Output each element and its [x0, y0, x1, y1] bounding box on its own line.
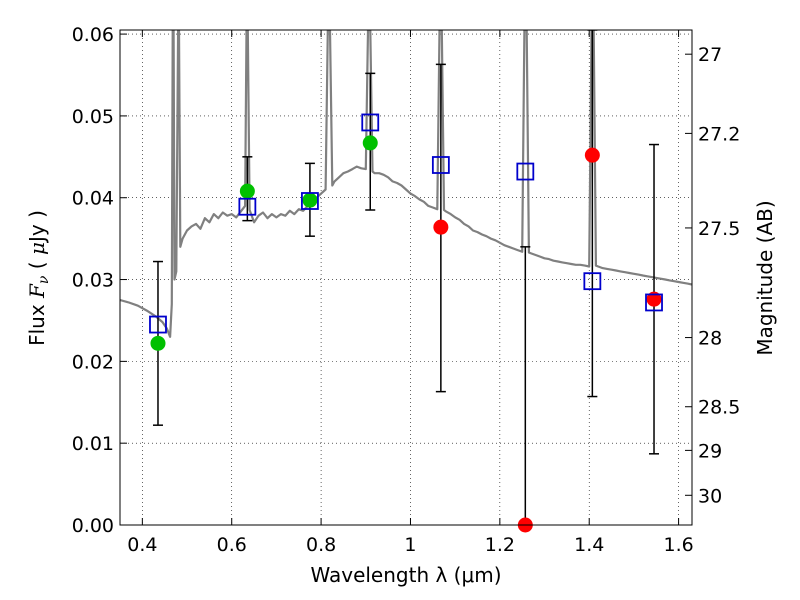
model-spectrum-line [120, 30, 692, 338]
x-tick-label: 1.4 [574, 534, 604, 556]
y-tick-label: 0.03 [72, 270, 114, 292]
y-axis-label-symbol: F [25, 283, 49, 299]
x-tick-label: 0.4 [127, 534, 157, 556]
y-tick-label: 0.02 [72, 351, 114, 373]
y-tick-label: 0.06 [72, 24, 114, 46]
blue-square-point [431, 156, 450, 174]
red-point [646, 291, 662, 307]
x-tick-label: 1 [404, 534, 416, 556]
y-tick-label: 0.01 [72, 433, 114, 455]
y-axis-label-subscript: ν [36, 275, 52, 284]
x-tick-label: 1.6 [663, 534, 693, 556]
blue-square-point [361, 113, 380, 132]
green-point [302, 192, 318, 208]
green-points-layer [150, 135, 378, 351]
red-points-layer [433, 147, 662, 533]
red-point [584, 147, 600, 163]
y-axis-label-mu: μ [25, 242, 49, 255]
x-tick-label: 0.8 [306, 534, 336, 556]
blue-square-point [583, 272, 602, 291]
y-tick-label: 0.04 [72, 188, 114, 210]
y-tick-label: 0.05 [72, 106, 114, 128]
blue-square-point [645, 293, 663, 312]
y-axis-label-unit: Jy ) [25, 210, 49, 244]
right-tick-label: 28.5 [698, 397, 740, 419]
blue-square-point [301, 192, 319, 210]
green-point [150, 335, 166, 351]
plot-frame [119, 29, 693, 526]
x-tick-label: 0.6 [217, 534, 247, 556]
green-point [239, 183, 255, 199]
x-axis-label: Wavelength λ (μm) [310, 563, 501, 587]
right-tick-label: 27.5 [698, 218, 740, 240]
red-point [433, 219, 449, 235]
blue-square-point [149, 315, 167, 334]
y-axis-label-open: ( [25, 255, 49, 276]
right-tick-label: 27.2 [698, 123, 740, 145]
right-tick-label: 29 [698, 440, 722, 462]
x-tick-label: 1.2 [485, 534, 515, 556]
right-tick-label: 30 [698, 485, 722, 507]
y-axis-label: Flux Fν ( μJy ) [25, 210, 52, 346]
blue-square-point [516, 162, 535, 181]
right-tick-label: 28 [698, 328, 722, 350]
y-tick-label: 0.00 [72, 515, 114, 537]
right-axis-ticks: 27 27.2 27.5 28 28.5 29 30 [685, 44, 740, 507]
y-axis-ticks: 0.00 0.01 0.02 0.03 0.04 0.05 0.06 [72, 24, 127, 537]
plot-background [120, 30, 692, 525]
x-axis-ticks: 0.4 0.6 0.8 1 1.2 1.4 1.6 [127, 30, 694, 556]
right-tick-label: 27 [698, 44, 722, 66]
green-point [362, 135, 378, 151]
model-spectrum-layer [120, 30, 692, 338]
blue-square-point [238, 197, 257, 216]
y-axis-label-prefix: Flux [25, 298, 49, 346]
right-axis-label: Magnitude (AB) [753, 200, 777, 355]
blue-squares-layer [149, 113, 663, 334]
